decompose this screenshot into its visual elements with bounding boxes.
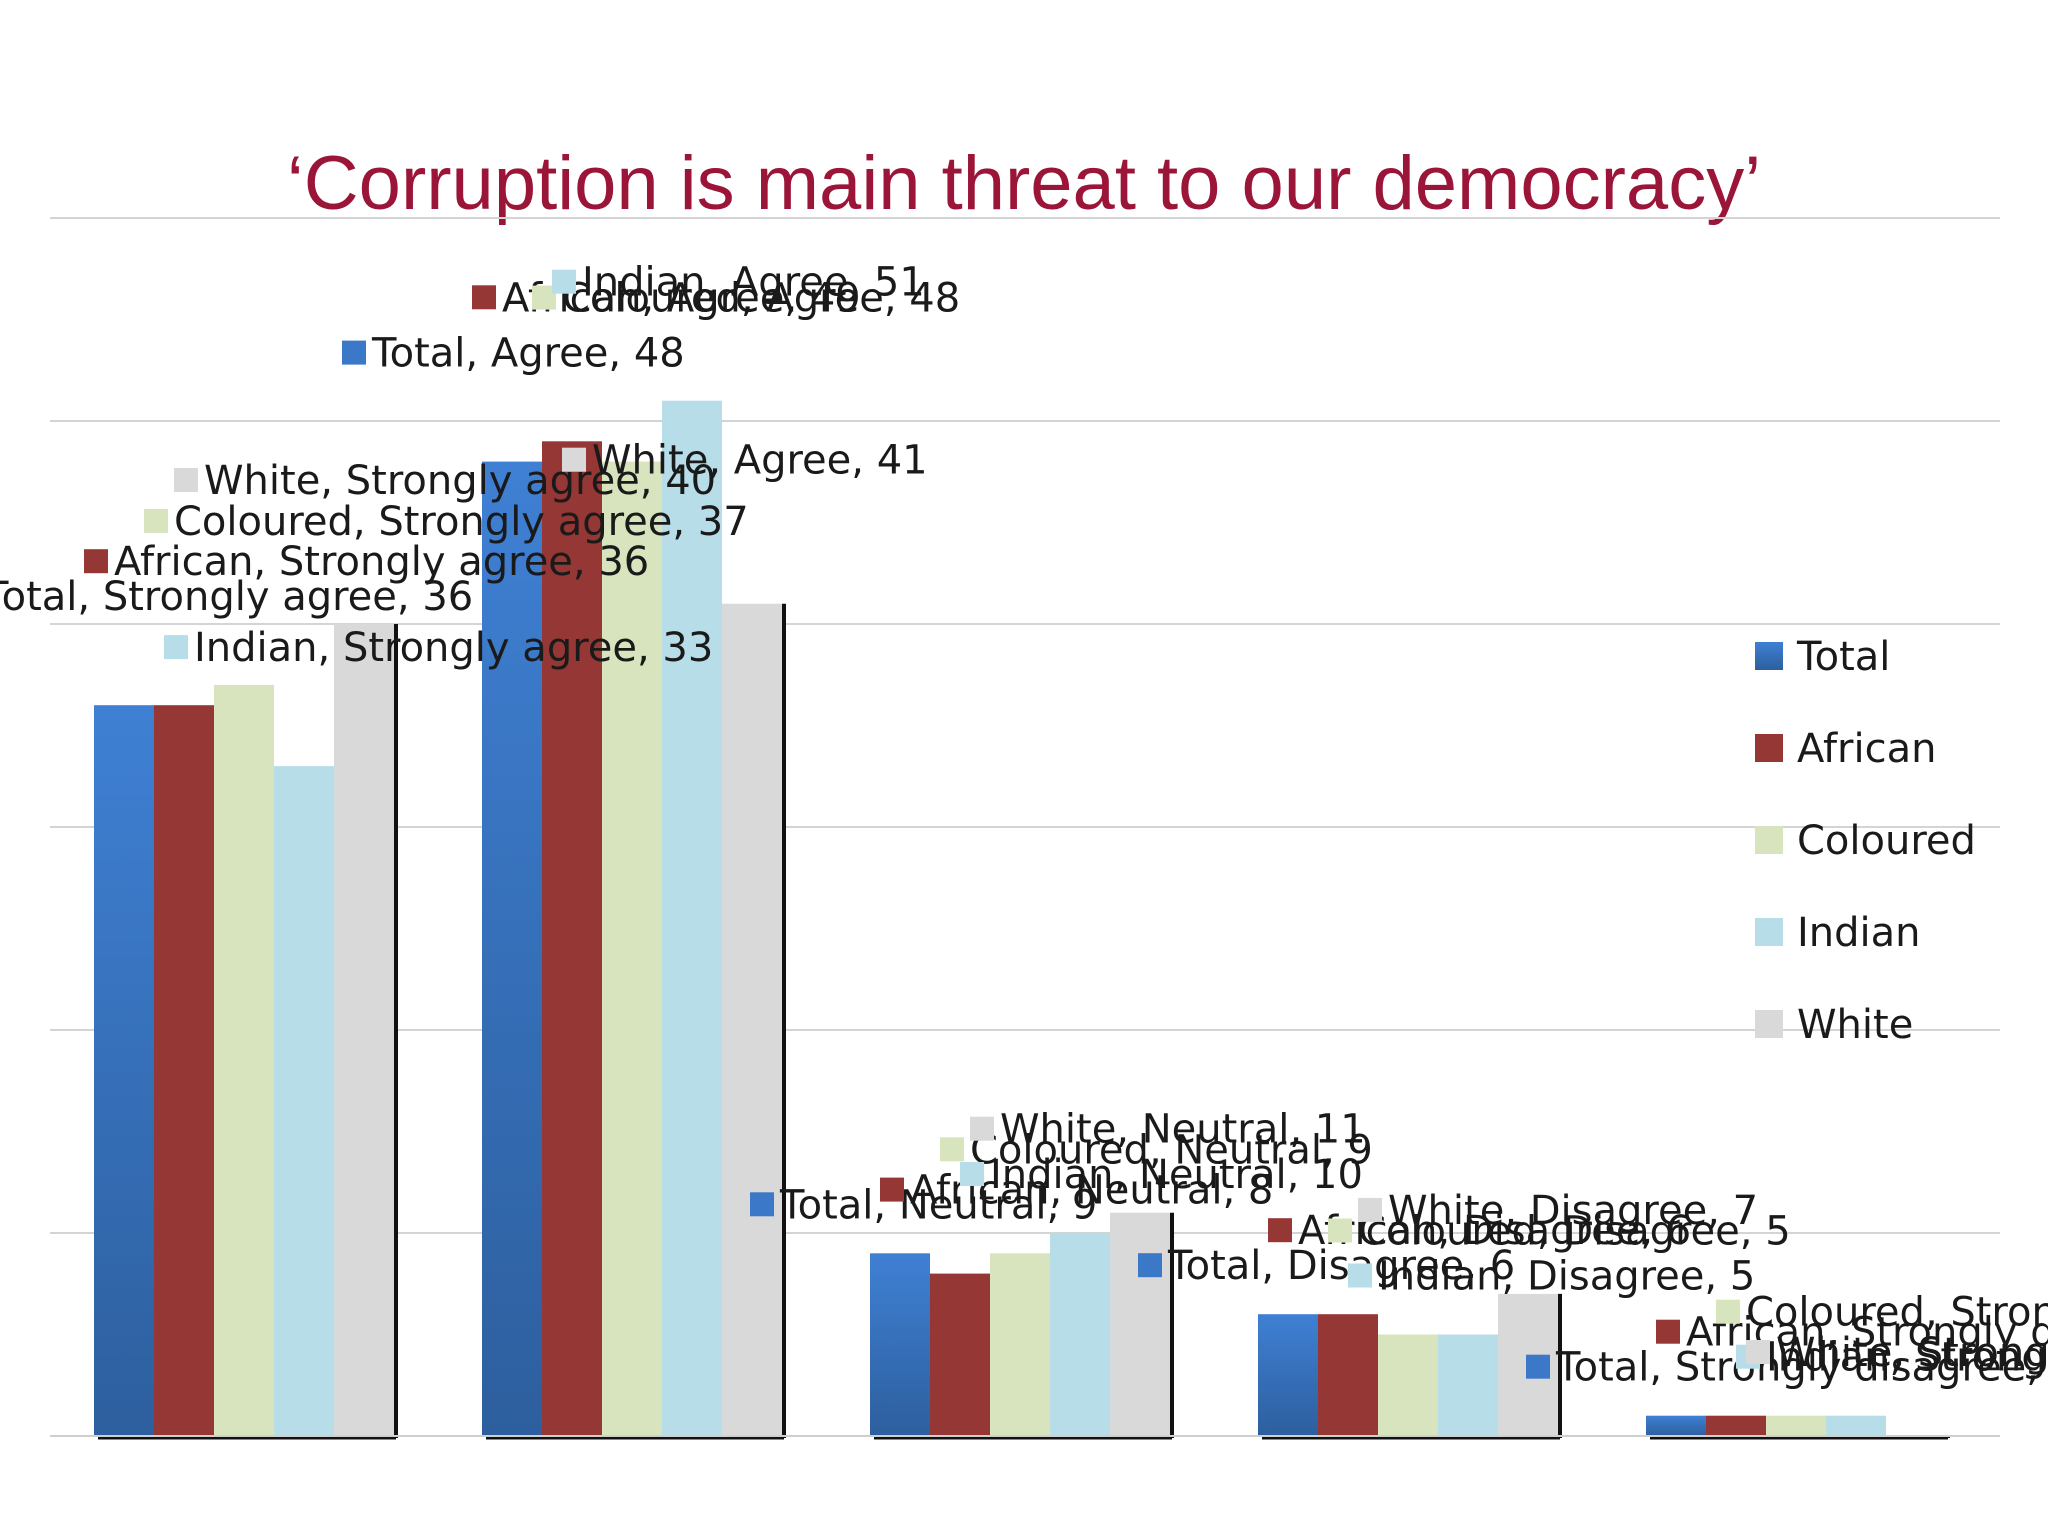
data-label-marker [342, 340, 366, 365]
bar-coloured-agree [602, 461, 662, 1437]
bar-coloured-strongly-disagree [1766, 1415, 1826, 1436]
bar-total-agree [482, 461, 542, 1437]
data-label-marker [174, 468, 198, 492]
data-label-coloured-neutral: Coloured, Neutral, 9 [970, 1127, 1373, 1173]
data-label-marker [1656, 1319, 1680, 1344]
data-label-marker [1526, 1354, 1550, 1379]
bar-white-agree [722, 603, 782, 1436]
data-label-marker [1746, 1340, 1770, 1364]
data-label-total-neutral: Total, Neutral, 9 [779, 1182, 1097, 1228]
bar-african-strongly-agree [154, 705, 214, 1436]
data-label-marker [164, 635, 188, 660]
data-label-indian-disagree: Indian, Disagree, 5 [1378, 1254, 1755, 1300]
bar-african-neutral [930, 1273, 990, 1436]
chart-title: ‘Corruption is main threat to our democr… [286, 141, 1762, 226]
data-label-indian-neutral: Indian, Neutral, 10 [990, 1152, 1363, 1198]
legend-swatch-white [1755, 1010, 1783, 1038]
bar-coloured-neutral [990, 1253, 1050, 1436]
data-label-coloured-strongly-disagree: Coloured, Strongly disagree, 1 [1746, 1290, 2048, 1336]
bar-african-disagree [1318, 1314, 1378, 1436]
data-label-coloured-strongly-agree: Coloured, Strongly agree, 37 [174, 499, 749, 545]
data-label-marker [552, 269, 576, 294]
data-label-marker [84, 549, 108, 574]
bar-indian-disagree [1438, 1334, 1498, 1436]
data-label-coloured-agree: Coloured, Agree, 48 [562, 276, 960, 322]
data-label-white-disagree: White, Disagree, 7 [1388, 1188, 1758, 1234]
bar-african-strongly-disagree [1706, 1415, 1766, 1436]
data-label-marker [562, 447, 586, 472]
data-label-white-neutral: White, Neutral, 11 [1000, 1107, 1366, 1153]
bar-indian-agree [662, 400, 722, 1437]
data-label-total-agree: Total, Agree, 48 [371, 331, 685, 377]
legend-label-white: White [1797, 1002, 1913, 1048]
data-label-marker [1328, 1218, 1352, 1243]
data-label-total-strongly-agree: Total, Strongly agree, 36 [0, 574, 473, 620]
data-label-indian-strongly-agree: Indian, Strongly agree, 33 [194, 625, 713, 671]
data-label-marker [1348, 1263, 1372, 1288]
data-label-indian-strongly-disagree: Indian, Strongly disagree, 1 [1766, 1335, 2048, 1381]
bar-coloured-disagree [1378, 1334, 1438, 1436]
legend-label-coloured: Coloured [1797, 818, 1976, 864]
bar-indian-strongly-disagree [1826, 1415, 1886, 1436]
data-label-indian-agree: Indian, Agree, 51 [582, 260, 925, 306]
bar-total-strongly-disagree [1646, 1415, 1706, 1436]
bar-white-strongly-agree [334, 624, 394, 1436]
data-label-marker [1268, 1218, 1292, 1243]
legend: Total African Coloured Indian White [1755, 634, 1976, 1048]
data-label-white-strongly-disagree: White, Strongly disagree, 0 [1776, 1330, 2048, 1376]
data-label-marker [1138, 1253, 1162, 1278]
data-label-marker [472, 285, 496, 310]
data-label-white-agree: White, Agree, 41 [592, 438, 928, 484]
bar-indian-neutral [1050, 1233, 1110, 1436]
bars [50, 400, 2000, 1440]
legend-label-indian: Indian [1797, 910, 1921, 956]
data-label-total-strongly-disagree: Total, Strongly disagree, 1 [1555, 1345, 2048, 1391]
legend-swatch-total [1755, 642, 1783, 670]
data-label-white-strongly-agree: White, Strongly agree, 40 [204, 458, 716, 504]
data-label-marker [144, 508, 168, 533]
legend-swatch-african [1755, 734, 1783, 762]
bar-total-neutral [870, 1253, 930, 1436]
bar-total-disagree [1258, 1314, 1318, 1436]
bar-african-agree [542, 441, 602, 1436]
data-label-african-strongly-agree: African, Strongly agree, 36 [114, 539, 649, 585]
data-label-total-disagree: Total, Disagree, 6 [1167, 1243, 1515, 1289]
data-label-marker [880, 1177, 904, 1202]
bar-total-strongly-agree [94, 705, 154, 1436]
legend-label-african: African [1797, 726, 1936, 772]
bar-white-neutral [1110, 1212, 1170, 1436]
data-label-marker [1716, 1299, 1740, 1324]
bar-indian-strongly-agree [274, 766, 334, 1436]
data-label-marker [1358, 1197, 1382, 1222]
data-label-marker [940, 1137, 964, 1162]
legend-swatch-coloured [1755, 826, 1783, 854]
legend-label-total: Total [1796, 634, 1890, 680]
legend-swatch-indian [1755, 918, 1783, 946]
data-label-marker [970, 1116, 994, 1141]
data-label-coloured-disagree: Coloured, Disagree, 5 [1358, 1209, 1791, 1255]
data-label-marker [960, 1162, 984, 1186]
data-label-marker [750, 1192, 774, 1217]
bar-coloured-strongly-agree [214, 684, 274, 1436]
